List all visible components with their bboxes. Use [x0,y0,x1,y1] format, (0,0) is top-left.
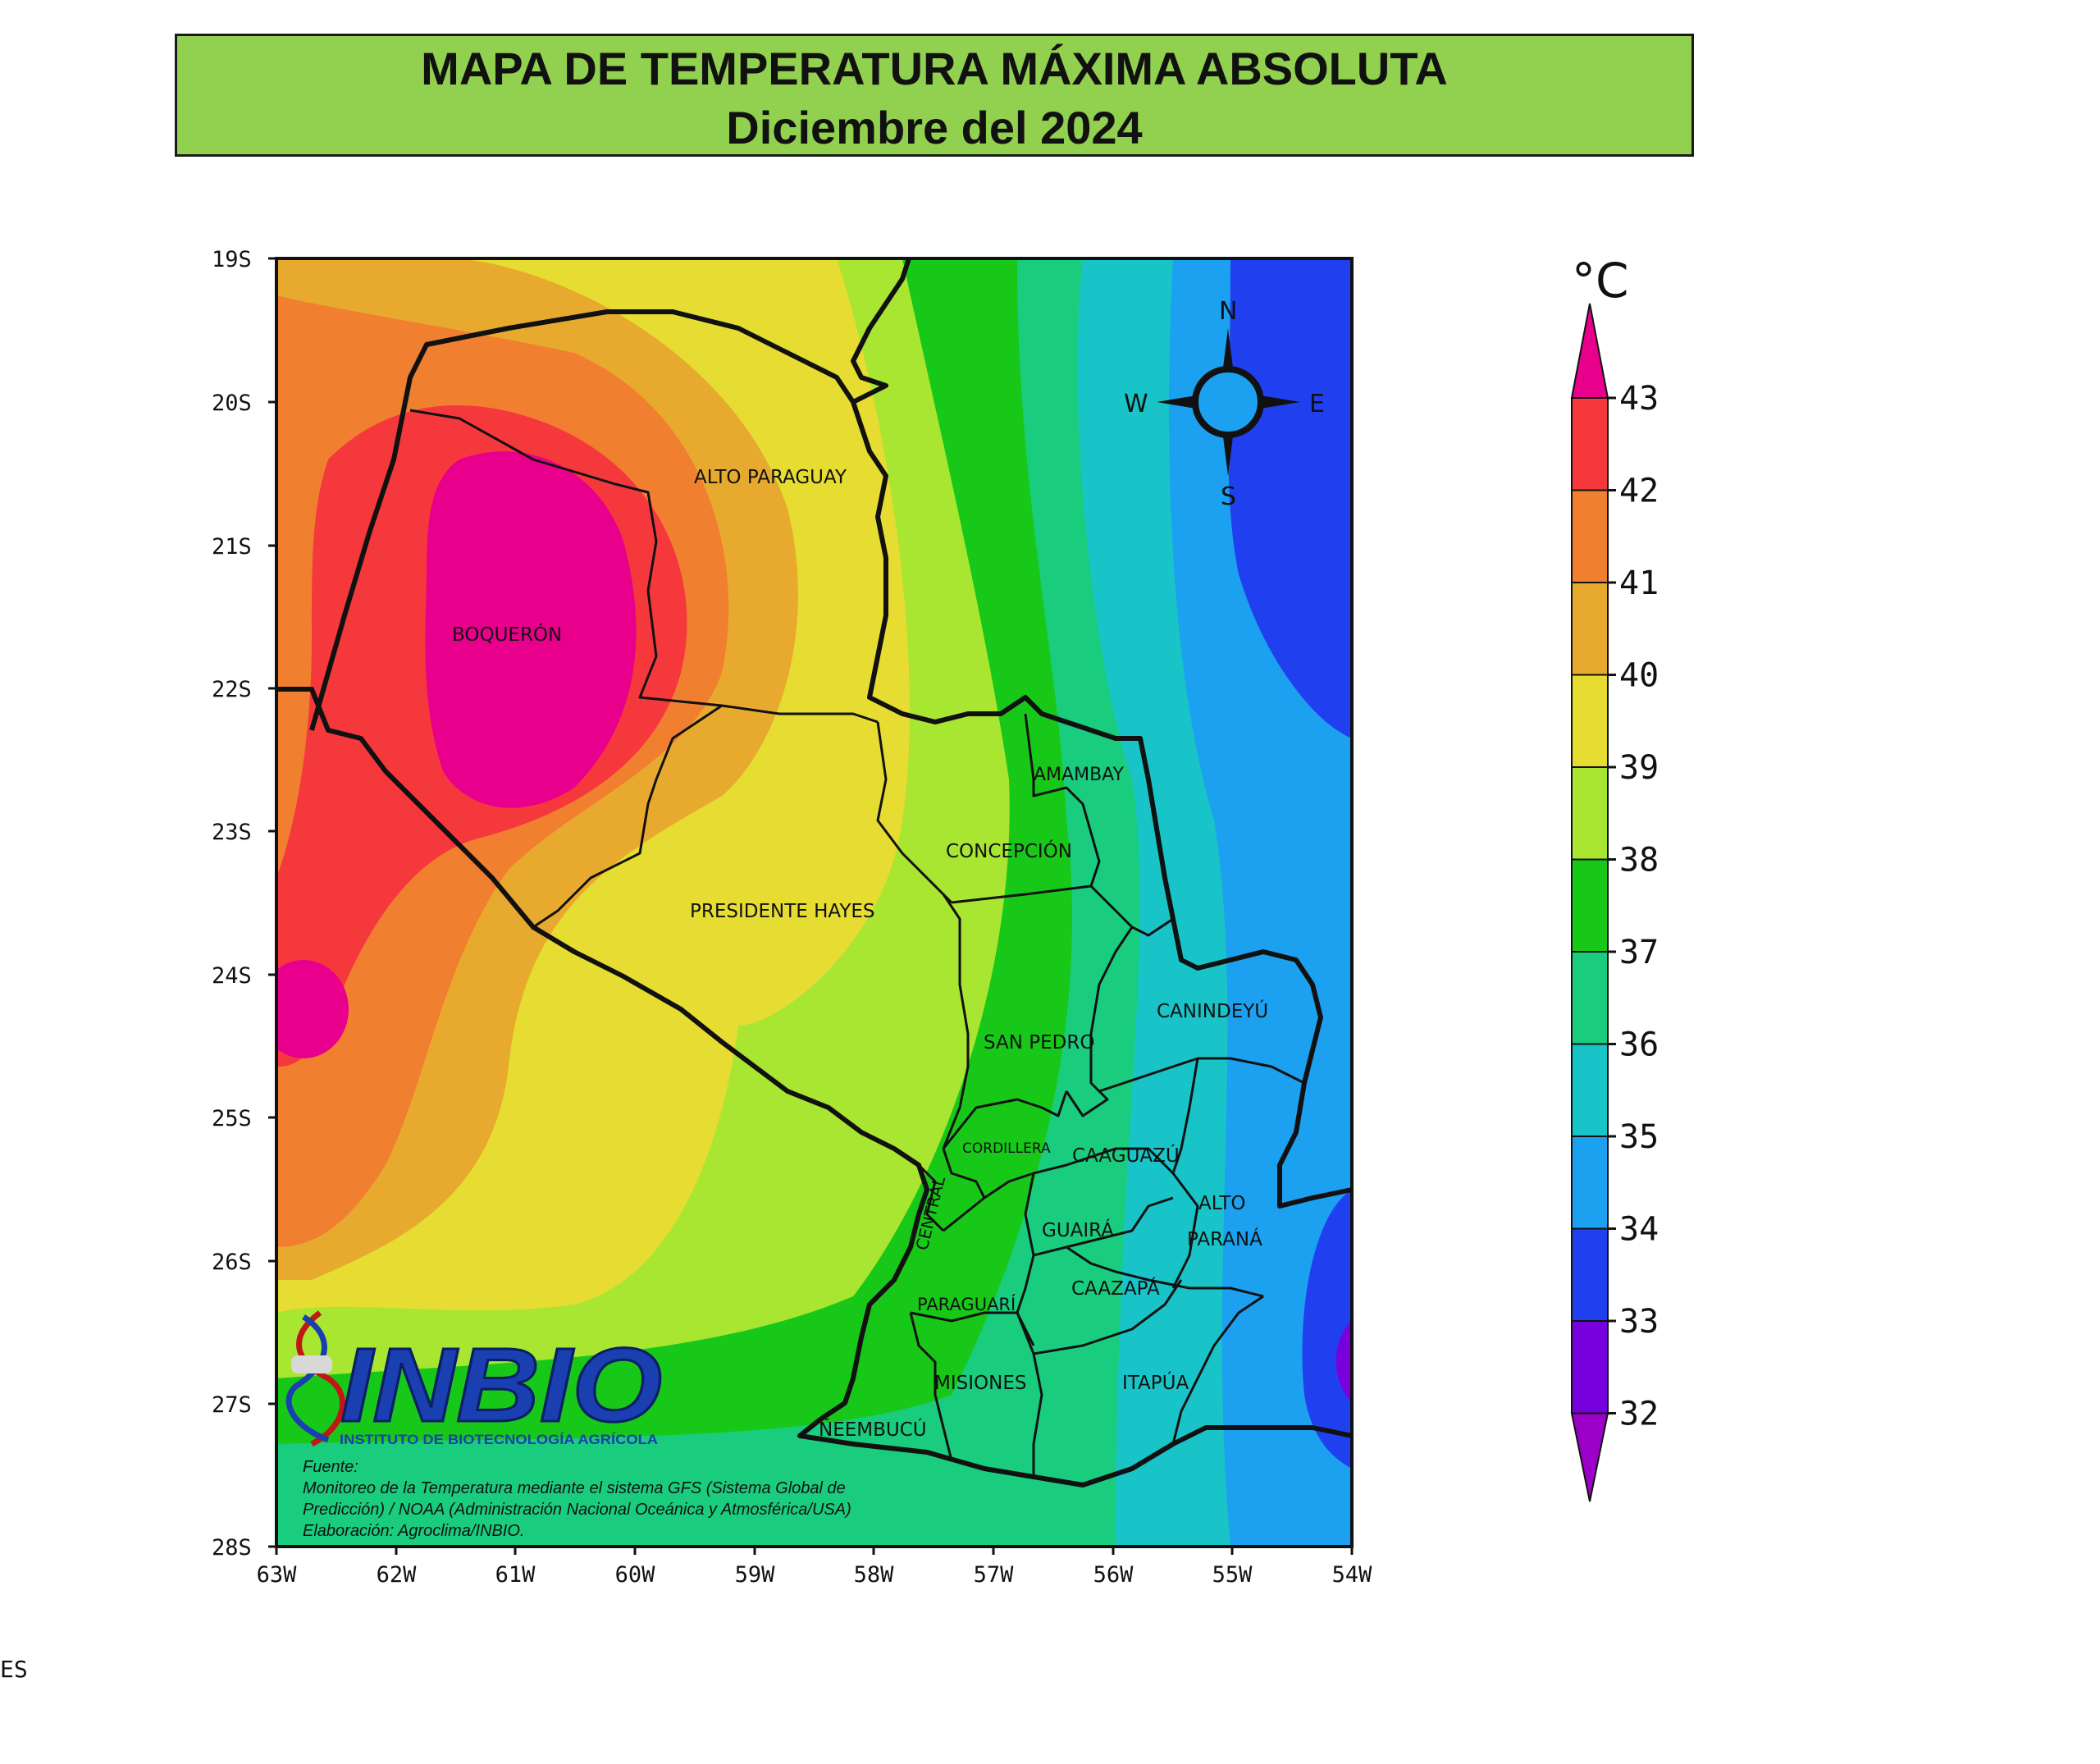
source-line-1: Fuente: [303,1458,358,1476]
latitude-labels: 19S 20S 21S 22S 23S 24S 25S 26S 27S 28S [212,247,252,1561]
colorbar-segment [1571,766,1609,861]
colorbar-tick-label: 35 [1619,1118,1659,1156]
region-label-itapua: ITAPÚA [1122,1371,1189,1394]
region-label-alto-paraguay: ALTO PARAGUAY [694,467,847,488]
lat-label-25s: 25S [212,1106,252,1131]
lat-label-27s: 27S [212,1392,252,1418]
colorbar-segment [1571,951,1609,1045]
compass-e-label: E [1309,390,1325,418]
inbio-logo-name: INBIO [340,1327,662,1444]
colorbar: °C 43 42 41 40 39 38 37 36 35 34 33 32 [1570,253,1659,1502]
region-label-alto: ALTO [1198,1193,1246,1214]
lon-label-62w: 62W [377,1562,418,1588]
lat-label-23s: 23S [212,820,252,845]
region-label-caazapa: CAAZAPÁ [1071,1277,1160,1300]
lon-label-58w: 58W [854,1562,895,1588]
colorbar-segment [1571,1043,1609,1137]
colorbar-segments [1570,303,1609,1502]
lat-label-21s: 21S [212,534,252,560]
colorbar-tick-label: 41 [1619,564,1659,602]
region-label-cordillera: CORDILLERA [962,1140,1051,1157]
longitude-labels: 63W 62W 61W 60W 59W 58W 57W 56W 55W 54W [257,1562,1373,1588]
longitude-axis [275,1547,1354,1555]
colorbar-tick-label: 40 [1619,657,1659,695]
latitude-axis [268,257,276,1548]
region-label-presidente-hayes: PRESIDENTE HAYES [690,901,875,922]
lat-label-22s: 22S [212,677,252,702]
colorbar-segment [1571,1227,1609,1322]
map-title-box: MAPA DE TEMPERATURA MÁXIMA ABSOLUTA Dici… [175,34,1694,157]
compass-rose-icon: N S E W [1124,297,1325,511]
region-label-boqueron: BOQUERÓN [452,623,562,646]
compass-s-label: S [1221,482,1236,511]
inbio-logo-subtitle: INSTITUTO DE BIOTECNOLOGÍA AGRÍCOLA [340,1432,658,1447]
colorbar-tick-label: 33 [1619,1303,1659,1341]
stray-text: ES [0,1656,28,1683]
colorbar-unit: °C [1572,253,1629,308]
lat-label-20s: 20S [212,391,252,416]
colorbar-ticks: 43 42 41 40 39 38 37 36 35 34 33 32 [1608,380,1659,1433]
lon-label-63w: 63W [257,1562,298,1588]
lon-label-61w: 61W [495,1562,536,1588]
region-label-neembucu: ÑEEMBUCÚ [819,1418,927,1441]
colorbar-tick-label: 37 [1619,934,1659,971]
colorbar-tick-label: 38 [1619,842,1659,880]
lat-label-24s: 24S [212,963,252,989]
lon-label-60w: 60W [615,1562,656,1588]
colorbar-segment [1571,1136,1609,1230]
source-line-3: Predicción) / NOAA (Administración Nacio… [303,1501,851,1519]
region-label-parana: PARANÁ [1187,1227,1262,1250]
colorbar-top-arrow [1570,303,1609,399]
lat-label-19s: 19S [212,247,252,272]
lon-label-57w: 57W [974,1562,1015,1588]
map-title: MAPA DE TEMPERATURA MÁXIMA ABSOLUTA [421,43,1448,94]
source-line-2: Monitoreo de la Temperatura mediante el … [303,1479,846,1497]
region-label-concepcion: CONCEPCIÓN [946,839,1072,862]
lon-label-59w: 59W [735,1562,776,1588]
region-label-amambay: AMAMBAY [1034,765,1124,785]
colorbar-bottom-arrow [1570,1412,1609,1502]
colorbar-segment [1571,674,1609,768]
region-label-paraguari: PARAGUARÍ [917,1294,1016,1314]
region-label-canindeyu: CANINDEYÚ [1157,999,1268,1022]
compass-w-label: W [1124,390,1148,418]
region-label-guaira: GUAIRÁ [1042,1218,1114,1241]
colorbar-tick-label: 32 [1619,1396,1659,1433]
colorbar-tick-label: 34 [1619,1211,1659,1249]
lon-label-56w: 56W [1093,1562,1134,1588]
source-line-4: Elaboración: Agroclima/INBIO. [303,1522,525,1540]
compass-n-label: N [1219,297,1237,326]
region-labels: ALTO PARAGUAY BOQUERÓN AMAMBAY CONCEPCIÓ… [452,467,1268,1441]
lat-label-28s: 28S [212,1535,252,1561]
department-borders [276,258,1353,1488]
source-note: Fuente: Monitoreo de la Temperatura medi… [303,1456,926,1542]
colorbar-segment [1571,1320,1609,1414]
map-subtitle: Diciembre del 2024 [726,102,1143,153]
map-frame [275,257,1354,1548]
colorbar-segment [1571,397,1609,491]
colorbar-tick-label: 43 [1619,380,1659,418]
lon-label-54w: 54W [1332,1562,1373,1588]
colorbar-segment [1571,489,1609,583]
colorbar-segment [1571,858,1609,953]
region-label-san-pedro: SAN PEDRO [984,1032,1094,1053]
colorbar-tick-label: 39 [1619,749,1659,787]
colorbar-tick-label: 42 [1619,473,1659,510]
temperature-field [276,258,1352,1547]
region-label-caaguazu: CAAGUAZÚ [1072,1144,1180,1167]
region-label-misiones: MISIONES [934,1373,1026,1394]
inbio-logo: INBIO INSTITUTO DE BIOTECNOLOGÍA AGRÍCOL… [285,1310,664,1447]
lat-label-26s: 26S [212,1250,252,1275]
lon-label-55w: 55W [1212,1562,1253,1588]
colorbar-tick-label: 36 [1619,1026,1659,1064]
colorbar-segment [1571,582,1609,676]
